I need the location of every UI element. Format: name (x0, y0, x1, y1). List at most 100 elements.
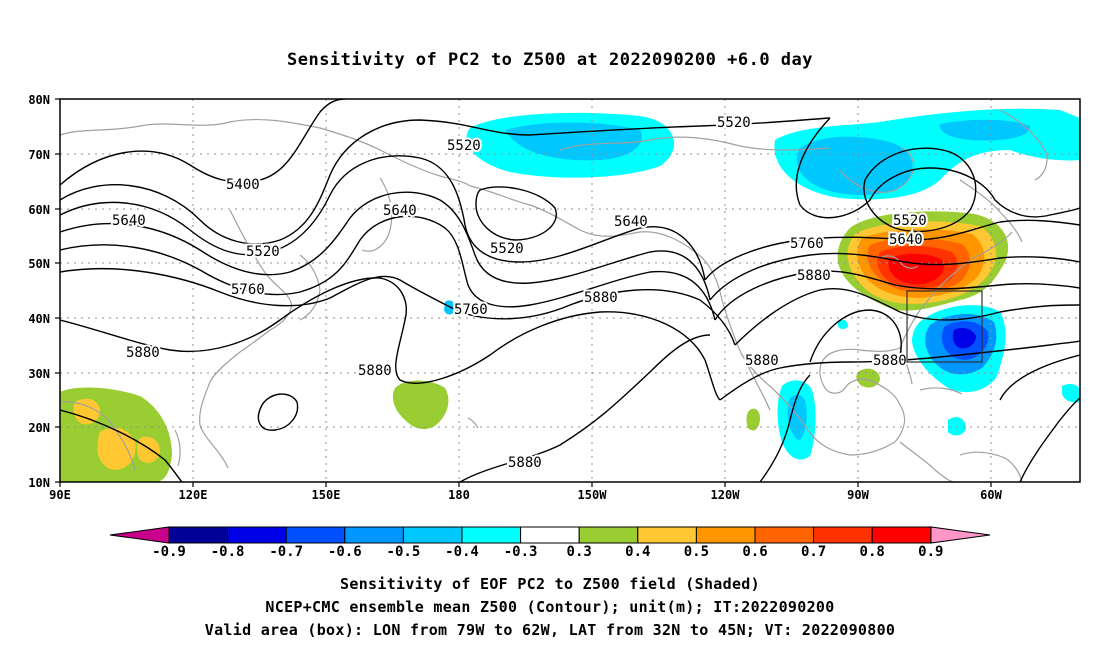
contour-5880-g (459, 334, 711, 482)
coast-canada-arctic (559, 136, 831, 151)
contour-5520-north (60, 117, 831, 245)
lat-label: 30N (28, 367, 50, 381)
contour-label: 5520 (447, 138, 481, 154)
contour-5760-c (60, 215, 716, 321)
map-title: Sensitivity of PC2 to Z500 at 2022090200… (286, 50, 813, 70)
caption-line-1: Sensitivity of EOF PC2 to Z500 field (Sh… (340, 575, 760, 593)
axis-ticks (55, 98, 992, 487)
contour-5520-east (795, 117, 1080, 219)
colorbar-cell (754, 526, 815, 544)
contour-5760-b (709, 252, 1080, 301)
shade-negative-mexico-core (787, 394, 807, 440)
colorbar-cell (227, 526, 287, 544)
colorbar-under-arrow (109, 526, 170, 544)
shade-positive-asia-yellow-a (73, 398, 100, 425)
shade-positive-pacific (392, 380, 449, 430)
colorbar-cell (813, 526, 873, 544)
contour-5760-a (60, 191, 711, 301)
coast-south-america (959, 451, 1023, 482)
contour-label: 5760 (231, 282, 265, 298)
contour-high-pacific (257, 393, 299, 431)
lat-label: 60N (28, 203, 50, 217)
contour-south-atlantic (999, 354, 1080, 401)
contour-5880-e (809, 309, 902, 363)
contour-label: 5640 (112, 213, 146, 229)
contour-low-hudson (863, 147, 977, 233)
shade-negative-small-c (1062, 384, 1080, 403)
colorbar-cell (285, 526, 346, 544)
lat-label: 50N (28, 257, 50, 271)
colorbar-label: 0.9 (918, 544, 943, 560)
shade-negative-small-b (948, 417, 966, 436)
contour-label: 5520 (717, 115, 751, 131)
coast-hawaii (467, 417, 479, 429)
contour-label: 5880 (873, 353, 907, 369)
caption-line-3: Valid area (box): LON from 79W to 62W, L… (204, 621, 896, 639)
lat-label: 20N (28, 421, 50, 435)
contour-5400-west (60, 99, 346, 186)
contour-5880-a (60, 267, 736, 346)
lon-label: 90E (49, 488, 71, 502)
contour-5520-loop (475, 186, 557, 241)
coast-labrador (959, 179, 1023, 243)
shade-negative-canada-east (939, 119, 1031, 141)
shade-positive-gulf (856, 368, 880, 388)
colorbar-label: -0.5 (387, 544, 421, 560)
colorbar-cell (168, 526, 229, 544)
coast-greenland (999, 109, 1048, 181)
shade-negative-pacific-core (505, 122, 642, 161)
contour-label: 5880 (126, 345, 160, 361)
contour-label: 5760 (454, 302, 488, 318)
lon-labels: 90E 120E 150E 180 150W 120W 90W 60W (49, 488, 1002, 502)
map-frame (59, 98, 1081, 483)
caption-line-2: NCEP+CMC ensemble mean Z500 (Contour); u… (265, 598, 835, 616)
contour-label: 5520 (490, 241, 524, 257)
shade-positive-mexico (746, 408, 760, 431)
lat-label: 80N (28, 93, 50, 107)
colorbar-cell (871, 526, 932, 544)
contour-label: 5520 (246, 244, 280, 260)
colorbar-cell (695, 526, 756, 544)
lat-label: 40N (28, 312, 50, 326)
shade-negative-canada-core (796, 136, 913, 196)
colorbar-label: -0.3 (504, 544, 538, 560)
contour-5880-c (60, 277, 721, 401)
coast-philippines (174, 429, 181, 467)
colorbar-label: 0.4 (625, 544, 650, 560)
colorbar-cell (402, 526, 463, 544)
shade-positive-asia-yellow-c (137, 436, 160, 463)
coast-gulf (819, 347, 906, 443)
coast-east-asia (199, 209, 292, 469)
contour-label: 5640 (383, 203, 417, 219)
coast-caribbean-cuba (919, 387, 963, 395)
lon-label: 120W (711, 488, 741, 502)
lon-label: 150W (578, 488, 608, 502)
contour-label: 5880 (508, 455, 542, 471)
coast-us-west (721, 299, 773, 389)
contour-5880-b (734, 288, 1080, 346)
colorbar: -0.9 -0.8 -0.7 -0.6 -0.5 -0.4 -0.3 0.3 0.4 0.5 0.6… (109, 526, 991, 560)
colorbar-cell (520, 526, 580, 544)
contour-label: 5400 (226, 177, 260, 193)
lat-label: 70N (28, 148, 50, 162)
contour-5880-h (759, 374, 811, 482)
lat-label: 10N (28, 476, 50, 490)
shade-positive-asia-yellow-b (97, 427, 136, 470)
coast-us-east (899, 231, 1013, 349)
colorbar-cell (461, 526, 522, 544)
colorbar-label: -0.4 (445, 544, 479, 560)
colorbar-label: 0.7 (801, 544, 826, 560)
colorbar-label: -0.8 (211, 544, 245, 560)
contour-5880-d (719, 340, 1080, 401)
contour-5640-west (60, 155, 706, 281)
coast-hudson (839, 147, 915, 193)
contour-label: 5880 (797, 268, 831, 284)
contour-label: 5880 (745, 353, 779, 369)
contour-label: 5760 (790, 236, 824, 252)
contour-labels: 5520 5520 5520 5520 5520 5400 5640 5640 … (110, 113, 929, 473)
colorbar-label: 0.8 (860, 544, 885, 560)
colorbar-over-arrow (930, 526, 991, 544)
colorbar-label: -0.6 (328, 544, 362, 560)
colorbar-cell (578, 526, 639, 544)
